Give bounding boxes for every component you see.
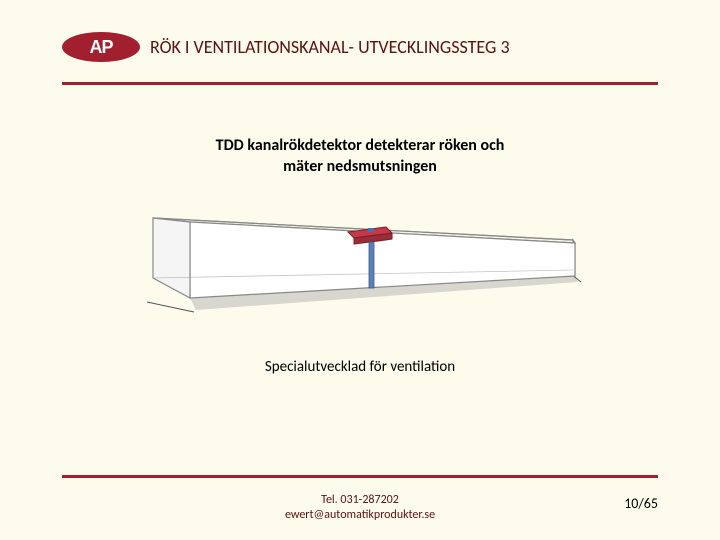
brand-logo: AP <box>62 32 140 62</box>
subtitle: TDD kanalrökdetektor detekterar röken oc… <box>0 136 720 178</box>
page-title: RÖK I VENTILATIONSKANAL- UTVECKLINGSSTEG… <box>150 36 510 58</box>
footer-tel: Tel. 031-287202 <box>321 493 399 507</box>
subtitle-line1: TDD kanalrökdetektor detekterar röken oc… <box>216 136 505 155</box>
divider-top <box>62 82 658 85</box>
diagram-caption: Specialutvecklad för ventilation <box>0 358 720 376</box>
footer-contact: Tel. 031-287202 ewert@automatikprodukter… <box>0 493 720 524</box>
page-number: 10/65 <box>624 495 658 512</box>
duct-diagram <box>135 200 585 330</box>
header: AP RÖK I VENTILATIONSKANAL- UTVECKLINGSS… <box>62 32 658 62</box>
divider-bottom <box>62 475 658 478</box>
subtitle-line2: mäter nedsmutsningen <box>283 157 437 176</box>
footer-email: ewert@automatikprodukter.se <box>285 508 435 522</box>
logo-letters: AP <box>89 37 112 58</box>
